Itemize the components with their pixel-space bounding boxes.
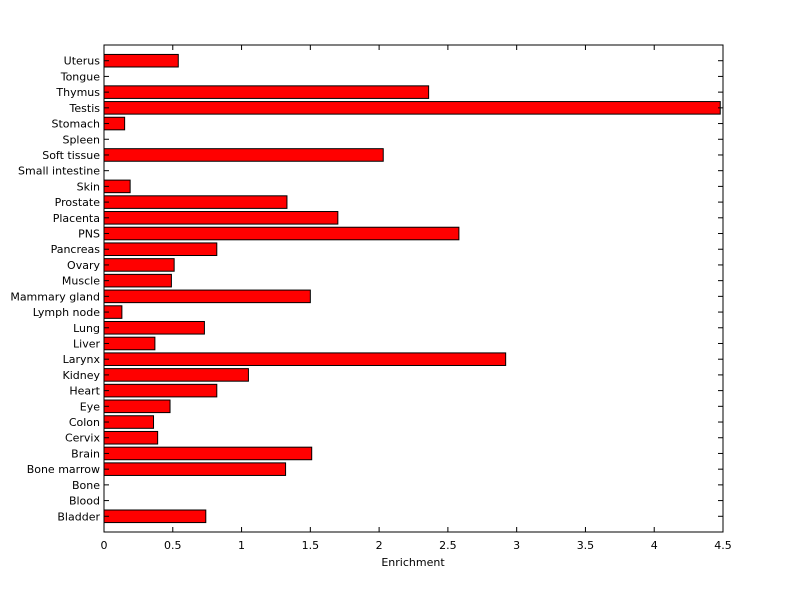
y-tick-label-tongue: Tongue xyxy=(60,70,101,83)
y-tick-label-mammary-gland: Mammary gland xyxy=(10,290,100,303)
y-tick-label-liver: Liver xyxy=(73,337,100,350)
y-tick-label-testis: Testis xyxy=(69,102,101,115)
y-tick-label-heart: Heart xyxy=(69,385,100,398)
bar-lung xyxy=(103,320,205,335)
y-tick-label-brain: Brain xyxy=(71,447,100,460)
y-tick-label-soft-tissue: Soft tissue xyxy=(42,149,100,162)
bar-prostate xyxy=(103,195,288,209)
y-tick-label-bone: Bone xyxy=(72,479,100,492)
bar-uterus xyxy=(103,53,179,68)
y-tick-label-thymus: Thymus xyxy=(55,86,100,99)
bar-ovary xyxy=(103,258,175,272)
bar-muscle xyxy=(103,273,172,288)
y-ticks-layer: Bladder Blood Bone Bone marrow Brain Cervix Co… xyxy=(10,55,723,523)
x-tick-label: 2.5 xyxy=(439,539,457,552)
y-tick-label-colon: Colon xyxy=(69,416,100,429)
y-tick-label-ovary: Ovary xyxy=(67,259,100,272)
x-tick-label: 1.5 xyxy=(302,539,320,552)
y-tick-label-placenta: Placenta xyxy=(53,212,100,225)
x-tick-label: 3 xyxy=(513,539,520,552)
x-ticks-layer: 0 0.5 1 1.5 2 2.5 3 3.5 4 4.5 xyxy=(101,45,732,552)
y-tick-label-eye: Eye xyxy=(80,400,100,413)
x-tick-label: 2 xyxy=(376,539,383,552)
y-tick-label-skin: Skin xyxy=(77,180,100,193)
x-tick-label: 3.5 xyxy=(577,539,595,552)
y-tick-label-muscle: Muscle xyxy=(62,275,100,288)
x-axis-label: Enrichment xyxy=(381,556,445,569)
y-tick-label-bone-marrow: Bone marrow xyxy=(27,463,100,476)
y-tick-label-uterus: Uterus xyxy=(64,55,101,68)
bar-pancreas xyxy=(103,242,218,257)
bar-placenta xyxy=(103,211,339,225)
y-tick-label-lymph-node: Lymph node xyxy=(33,306,100,319)
bars-layer xyxy=(103,53,721,524)
bar-heart xyxy=(103,383,218,398)
x-tick-label: 4.5 xyxy=(714,539,732,552)
y-tick-label-prostate: Prostate xyxy=(55,196,101,209)
y-tick-label-small-intestine: Small intestine xyxy=(18,165,100,178)
bar-soft-tissue xyxy=(103,148,384,162)
y-tick-label-pancreas: Pancreas xyxy=(51,243,101,256)
y-tick-label-cervix: Cervix xyxy=(65,432,101,445)
y-tick-label-stomach: Stomach xyxy=(51,118,100,131)
y-tick-label-spleen: Spleen xyxy=(62,133,100,146)
bar-colon xyxy=(103,415,155,429)
bar-pns xyxy=(103,226,460,241)
bar-thymus xyxy=(103,85,430,99)
y-tick-label-kidney: Kidney xyxy=(62,369,100,382)
bar-bone-marrow xyxy=(103,462,287,476)
bar-brain xyxy=(103,446,313,461)
x-tick-label: 1 xyxy=(238,539,245,552)
bar-liver xyxy=(103,336,156,351)
bar-mammary-gland xyxy=(103,289,311,304)
x-tick-label: 0 xyxy=(101,539,108,552)
bar-larynx xyxy=(103,352,507,366)
bar-cervix xyxy=(103,430,159,445)
y-tick-label-bladder: Bladder xyxy=(57,510,100,523)
y-tick-label-lung: Lung xyxy=(73,322,100,335)
bar-eye xyxy=(103,399,171,414)
bar-testis xyxy=(103,101,721,115)
bar-bladder xyxy=(103,509,207,524)
y-tick-label-pns: PNS xyxy=(78,228,100,241)
y-tick-label-blood: Blood xyxy=(69,495,100,508)
x-tick-label: 4 xyxy=(651,539,658,552)
bar-kidney xyxy=(103,368,249,382)
y-tick-label-larynx: Larynx xyxy=(63,353,101,366)
x-tick-label: 0.5 xyxy=(164,539,182,552)
